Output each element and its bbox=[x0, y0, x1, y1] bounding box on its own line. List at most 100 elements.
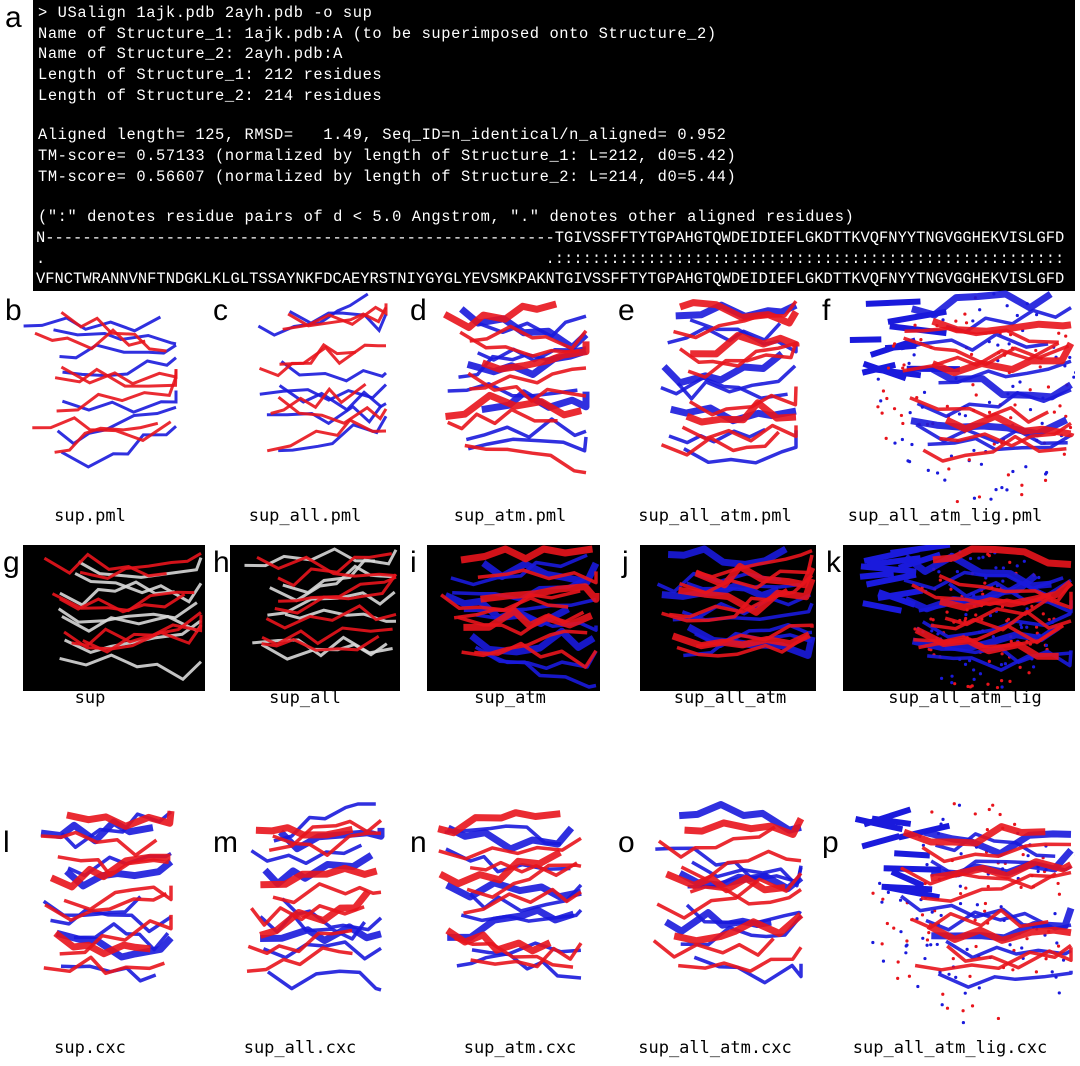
ligand-atom bbox=[1011, 384, 1015, 388]
ligand-atom bbox=[893, 441, 897, 445]
ligand-atom bbox=[983, 909, 987, 913]
structure-2-backbone bbox=[262, 940, 382, 961]
panel-label-c: c bbox=[213, 294, 228, 327]
structure-1-backbone bbox=[931, 341, 1075, 377]
structure-1-backbone bbox=[469, 366, 587, 391]
panel-label-o: o bbox=[618, 826, 635, 859]
structure-1-backbone bbox=[54, 421, 159, 454]
ligand-atom bbox=[947, 972, 951, 976]
ligand-atom bbox=[937, 570, 941, 574]
structure-1-backbone bbox=[247, 928, 353, 956]
ligand-atom bbox=[899, 413, 904, 418]
ligand-atom bbox=[963, 414, 968, 418]
ligand-atom bbox=[907, 460, 912, 464]
structure-superposition-image bbox=[652, 801, 805, 985]
extra-chain-strand bbox=[871, 366, 922, 379]
ligand-atom bbox=[1062, 452, 1066, 456]
structure-1-backbone bbox=[464, 443, 587, 475]
ligand-atom bbox=[885, 921, 889, 926]
ligand-atom bbox=[1072, 375, 1075, 379]
structure-2-backbone bbox=[57, 601, 198, 624]
structure-1-backbone bbox=[679, 299, 800, 327]
structure-2-backbone bbox=[463, 597, 597, 613]
structure-1-backbone bbox=[904, 326, 1059, 344]
ligand-atom bbox=[892, 926, 896, 930]
structure-2-backbone bbox=[56, 405, 177, 446]
ligand-atom bbox=[1027, 671, 1031, 675]
structure-2-backbone bbox=[284, 608, 397, 623]
ligand-atom bbox=[977, 495, 982, 499]
structure-2-backbone bbox=[450, 553, 588, 587]
ligand-atom bbox=[953, 682, 957, 686]
ligand-atom bbox=[1011, 469, 1015, 474]
ligand-atom bbox=[1028, 388, 1032, 392]
ligand-atom bbox=[941, 992, 945, 996]
structure-1-backbone bbox=[246, 946, 353, 974]
ligand-atom bbox=[974, 613, 978, 617]
structure-superposition-image bbox=[854, 802, 1075, 1025]
structure-1-backbone bbox=[63, 624, 203, 651]
ligand-atom bbox=[920, 913, 925, 917]
ligand-atom bbox=[959, 852, 963, 856]
ligand-atom bbox=[995, 685, 1000, 690]
ligand-atom bbox=[989, 497, 993, 501]
ligand-atom bbox=[999, 679, 1004, 683]
ligand-atom bbox=[941, 817, 945, 821]
ligand-atom bbox=[972, 496, 977, 500]
ligand-atom bbox=[959, 891, 963, 896]
structure-1-backbone bbox=[258, 342, 356, 378]
structure-2-backbone bbox=[915, 423, 1068, 446]
ligand-atom bbox=[955, 499, 959, 504]
ligand-atom bbox=[1041, 612, 1045, 616]
ligand-atom bbox=[999, 663, 1004, 667]
structure-1-backbone bbox=[59, 914, 173, 956]
ligand-atom bbox=[945, 1006, 950, 1010]
ligand-atom bbox=[900, 437, 904, 442]
structure-1-backbone bbox=[685, 399, 797, 426]
ligand-atom bbox=[1020, 493, 1024, 497]
ligand-atom bbox=[987, 400, 992, 404]
structure-1-backbone bbox=[261, 634, 380, 652]
structure-2-backbone bbox=[61, 390, 178, 414]
ligand-atom bbox=[1068, 425, 1073, 430]
ligand-atom bbox=[1044, 643, 1049, 647]
ligand-atom bbox=[998, 812, 1002, 817]
panel-caption-k: sup_all_atm_lig bbox=[888, 688, 1042, 708]
structure-2-backbone bbox=[73, 922, 170, 952]
ligand-atom bbox=[940, 1003, 944, 1007]
ligand-atom bbox=[939, 676, 944, 680]
panel-caption-l: sup.cxc bbox=[54, 1038, 126, 1058]
structure-1-backbone bbox=[438, 849, 562, 888]
structure-1-backbone bbox=[71, 611, 202, 647]
ligand-atom bbox=[1025, 607, 1029, 611]
panel-label-l: l bbox=[3, 826, 10, 859]
structure-1-backbone bbox=[58, 592, 186, 614]
ligand-atom bbox=[886, 366, 891, 370]
terminal-line: Name of Structure_1: 1ajk.pdb:A (to be s… bbox=[38, 25, 717, 43]
ligand-atom bbox=[987, 807, 991, 812]
ligand-atom bbox=[1008, 560, 1012, 564]
ligand-atom bbox=[1040, 421, 1044, 425]
structure-1-backbone bbox=[461, 629, 588, 658]
ligand-atom bbox=[1000, 652, 1004, 656]
ligand-atom bbox=[1028, 407, 1033, 412]
ligand-atom bbox=[994, 566, 998, 570]
ligand-atom bbox=[973, 812, 977, 816]
ligand-atom bbox=[913, 323, 917, 327]
structure-2-backbone bbox=[672, 593, 812, 622]
ligand-atom bbox=[881, 897, 885, 901]
structure-2-backbone bbox=[63, 619, 202, 655]
ligand-atom bbox=[951, 957, 955, 961]
ligand-atom bbox=[881, 959, 886, 963]
extra-chain-strand bbox=[862, 600, 902, 614]
ligand-atom bbox=[957, 803, 962, 807]
structure-1-backbone bbox=[900, 866, 1057, 890]
ligand-atom bbox=[1056, 881, 1060, 886]
ligand-atom bbox=[988, 613, 993, 618]
ligand-atom bbox=[898, 898, 903, 902]
structure-2-backbone bbox=[77, 557, 203, 579]
structure-1-backbone bbox=[279, 343, 387, 366]
structure-1-backbone bbox=[474, 641, 598, 669]
structure-1-backbone bbox=[43, 955, 165, 976]
ligand-atom bbox=[975, 903, 979, 907]
